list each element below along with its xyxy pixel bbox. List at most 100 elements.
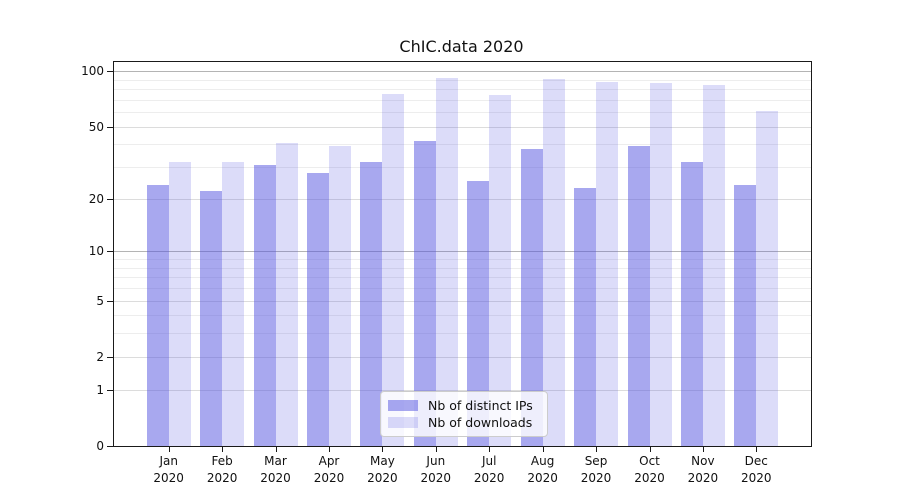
x-tick-oct <box>649 447 651 452</box>
chart-title: ChIC.data 2020 <box>399 37 524 56</box>
x-tick-label-jun: Jun 2020 <box>406 453 466 487</box>
bar-oct-distinct-ips <box>627 146 650 446</box>
x-label-month: Jan <box>159 454 178 468</box>
x-label-year: 2020 <box>313 471 345 485</box>
x-tick-aug <box>542 447 544 452</box>
x-tick-label-may: May 2020 <box>352 453 412 487</box>
bar-oct-downloads <box>649 83 672 446</box>
x-tick-apr <box>329 447 330 452</box>
gridline-10 <box>114 251 811 253</box>
x-tick-label-oct: Oct 2020 <box>620 453 680 487</box>
bar-jul-distinct-ips <box>467 181 490 446</box>
x-label-year: 2020 <box>420 471 452 485</box>
x-label-month: Apr <box>318 454 340 468</box>
bar-dec-distinct-ips <box>734 184 757 446</box>
x-label-year: 2020 <box>260 471 291 485</box>
legend: Nb of distinct IPs Nb of downloads <box>380 391 548 437</box>
x-label-year: 2020 <box>687 471 719 485</box>
x-label-year: 2020 <box>527 471 558 485</box>
gridline-20 <box>114 198 811 200</box>
x-label-month: Dec <box>744 454 768 468</box>
x-label-month: Nov <box>691 454 715 468</box>
y-tick-0 <box>107 446 113 447</box>
legend-item-distinct-ips: Nb of distinct IPs <box>388 397 539 414</box>
gridline-4 <box>114 315 811 317</box>
x-label-year: 2020 <box>741 471 772 485</box>
gridline-8 <box>114 267 811 269</box>
gridline-100 <box>114 71 811 73</box>
y-tick-label-100: 100 <box>81 64 104 79</box>
x-label-month: Mar <box>264 454 287 468</box>
x-tick-label-sep: Sep 2020 <box>566 453 626 487</box>
x-label-month: Oct <box>639 454 660 468</box>
y-tick-label-50: 50 <box>88 119 104 134</box>
legend-swatch-downloads <box>388 417 418 428</box>
bar-jan-downloads <box>168 162 191 446</box>
x-label-year: 2020 <box>153 471 184 485</box>
x-label-month: Sep <box>584 454 608 468</box>
y-tick-label-0: 0 <box>96 439 104 453</box>
y-tick-label-20: 20 <box>88 191 104 206</box>
bar-sep-downloads <box>596 82 618 446</box>
bar-jun-distinct-ips <box>413 140 436 446</box>
y-tick-50 <box>107 126 113 128</box>
x-label-month: Aug <box>530 454 555 468</box>
gridline-1 <box>114 389 811 391</box>
x-label-year: 2020 <box>367 471 398 485</box>
bar-may-distinct-ips <box>360 162 383 446</box>
bar-nov-downloads <box>702 85 725 446</box>
y-tick-label-10: 10 <box>88 244 104 259</box>
plot-area: Nb of distinct IPs Nb of downloads 0 1 2 5 1… <box>81 61 812 485</box>
legend-label-downloads: Nb of downloads <box>428 415 533 430</box>
bar-feb-distinct-ips <box>200 191 223 446</box>
x-tick-label-mar: Mar 2020 <box>246 453 306 487</box>
x-label-year: 2020 <box>580 471 612 485</box>
x-tick-nov <box>702 447 704 452</box>
gridline-90 <box>114 79 811 81</box>
x-tick-jan <box>168 447 170 452</box>
y-tick-label-1: 1 <box>96 382 104 397</box>
x-tick-label-feb: Feb 2020 <box>192 453 252 487</box>
gridline-5 <box>114 300 811 302</box>
legend-swatch-distinct-ips <box>388 400 418 411</box>
x-tick-label-dec: Dec 2020 <box>726 453 786 487</box>
y-tick-label-2: 2 <box>96 349 104 364</box>
gridline-3 <box>114 333 811 335</box>
bar-dec-downloads <box>756 110 779 446</box>
y-tick-label-5: 5 <box>96 293 104 308</box>
x-tick-may <box>382 447 384 452</box>
x-label-year: 2020 <box>473 471 505 485</box>
gridline-2 <box>114 356 811 358</box>
x-tick-label-jul: Jul 2020 <box>459 453 519 487</box>
x-tick-sep <box>596 447 597 452</box>
gridline-60 <box>114 112 811 114</box>
bar-aug-downloads <box>542 78 565 446</box>
x-label-month: May <box>369 454 395 468</box>
legend-label-distinct-ips: Nb of distinct IPs <box>428 398 533 413</box>
bar-may-downloads <box>382 94 405 446</box>
bar-jul-downloads <box>489 95 512 446</box>
x-tick-mar <box>275 447 277 452</box>
gridline-7 <box>114 277 811 279</box>
bar-apr-downloads <box>329 146 351 446</box>
bar-jan-distinct-ips <box>146 184 169 446</box>
bar-mar-distinct-ips <box>253 164 276 446</box>
y-tick-20 <box>107 198 113 200</box>
y-tick-1 <box>107 389 113 391</box>
x-tick-feb <box>222 447 224 452</box>
bar-mar-downloads <box>275 142 298 446</box>
gridline-30 <box>114 167 811 169</box>
x-tick-dec <box>756 447 758 452</box>
y-tick-2 <box>107 356 113 358</box>
bar-nov-distinct-ips <box>680 162 703 446</box>
x-label-month: Jul <box>481 454 497 468</box>
bar-aug-distinct-ips <box>520 148 543 446</box>
gridline-6 <box>114 288 811 289</box>
x-label-month: Feb <box>211 454 233 468</box>
y-tick-5 <box>107 300 113 302</box>
x-tick-label-apr: Apr 2020 <box>299 453 359 487</box>
x-label-month: Jun <box>426 454 446 468</box>
x-tick-label-nov: Nov 2020 <box>673 453 733 487</box>
gridline-70 <box>114 99 811 101</box>
